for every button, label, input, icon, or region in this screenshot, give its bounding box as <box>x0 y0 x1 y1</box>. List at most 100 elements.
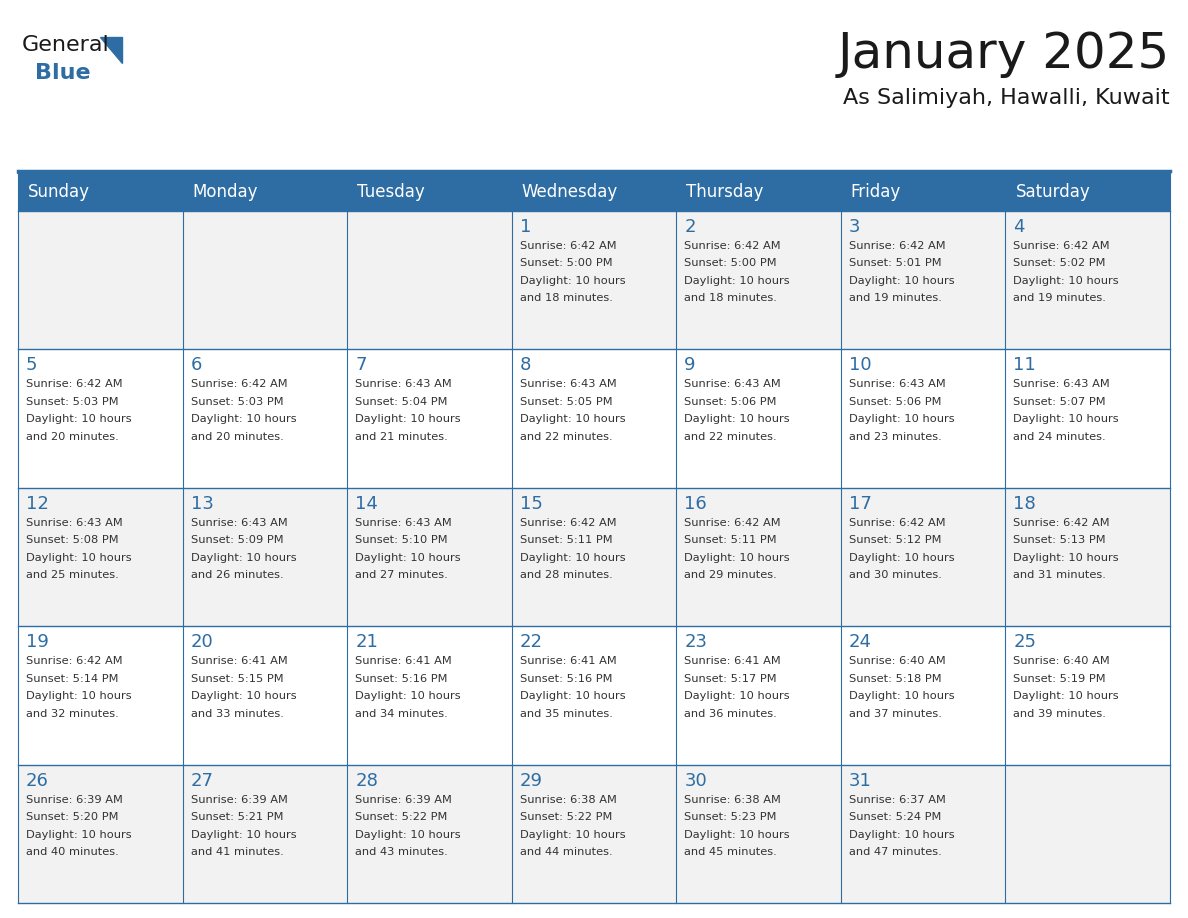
Bar <box>1005 211 1170 350</box>
Text: Sunset: 5:15 PM: Sunset: 5:15 PM <box>190 674 283 684</box>
Text: Daylight: 10 hours: Daylight: 10 hours <box>355 830 461 840</box>
Text: Sunset: 5:20 PM: Sunset: 5:20 PM <box>26 812 119 823</box>
Text: and 19 minutes.: and 19 minutes. <box>1013 294 1106 304</box>
Bar <box>347 626 512 765</box>
Text: and 39 minutes.: and 39 minutes. <box>1013 709 1106 719</box>
Text: Sunset: 5:14 PM: Sunset: 5:14 PM <box>26 674 119 684</box>
Text: Monday: Monday <box>192 183 258 201</box>
Text: Sunrise: 6:42 AM: Sunrise: 6:42 AM <box>849 518 946 528</box>
Text: Sunset: 5:03 PM: Sunset: 5:03 PM <box>190 397 283 407</box>
Text: Sunset: 5:13 PM: Sunset: 5:13 PM <box>1013 535 1106 545</box>
Text: Sunset: 5:16 PM: Sunset: 5:16 PM <box>355 674 448 684</box>
Text: Daylight: 10 hours: Daylight: 10 hours <box>684 276 790 286</box>
Bar <box>512 350 676 487</box>
Text: 26: 26 <box>26 772 49 789</box>
Text: Sunrise: 6:42 AM: Sunrise: 6:42 AM <box>1013 241 1110 251</box>
Bar <box>183 350 347 487</box>
Text: Sunset: 5:22 PM: Sunset: 5:22 PM <box>355 812 448 823</box>
Text: Daylight: 10 hours: Daylight: 10 hours <box>519 414 625 424</box>
Text: Daylight: 10 hours: Daylight: 10 hours <box>26 830 132 840</box>
Text: Sunrise: 6:41 AM: Sunrise: 6:41 AM <box>190 656 287 666</box>
Text: and 23 minutes.: and 23 minutes. <box>849 431 942 442</box>
Bar <box>1005 350 1170 487</box>
Text: 11: 11 <box>1013 356 1036 375</box>
Text: Daylight: 10 hours: Daylight: 10 hours <box>519 553 625 563</box>
Text: Daylight: 10 hours: Daylight: 10 hours <box>190 553 296 563</box>
Text: Daylight: 10 hours: Daylight: 10 hours <box>26 691 132 701</box>
Text: 20: 20 <box>190 633 214 651</box>
Text: and 19 minutes.: and 19 minutes. <box>849 294 942 304</box>
Text: Sunrise: 6:39 AM: Sunrise: 6:39 AM <box>190 795 287 804</box>
Bar <box>18 173 1170 211</box>
Text: Sunday: Sunday <box>29 183 90 201</box>
Text: Sunset: 5:23 PM: Sunset: 5:23 PM <box>684 812 777 823</box>
Text: and 26 minutes.: and 26 minutes. <box>190 570 283 580</box>
Text: Sunset: 5:12 PM: Sunset: 5:12 PM <box>849 535 941 545</box>
Text: 31: 31 <box>849 772 872 789</box>
Bar <box>347 211 512 350</box>
Bar <box>841 487 1005 626</box>
Text: 22: 22 <box>519 633 543 651</box>
Text: Sunset: 5:01 PM: Sunset: 5:01 PM <box>849 259 941 268</box>
Text: Daylight: 10 hours: Daylight: 10 hours <box>355 553 461 563</box>
Text: Daylight: 10 hours: Daylight: 10 hours <box>849 553 954 563</box>
Text: Sunset: 5:08 PM: Sunset: 5:08 PM <box>26 535 119 545</box>
Text: Daylight: 10 hours: Daylight: 10 hours <box>190 830 296 840</box>
Text: and 18 minutes.: and 18 minutes. <box>519 294 613 304</box>
Text: 28: 28 <box>355 772 378 789</box>
Text: Daylight: 10 hours: Daylight: 10 hours <box>1013 276 1119 286</box>
Text: 18: 18 <box>1013 495 1036 513</box>
Text: Sunset: 5:17 PM: Sunset: 5:17 PM <box>684 674 777 684</box>
Text: and 27 minutes.: and 27 minutes. <box>355 570 448 580</box>
Text: and 20 minutes.: and 20 minutes. <box>26 431 119 442</box>
Bar <box>18 350 183 487</box>
Text: Sunrise: 6:38 AM: Sunrise: 6:38 AM <box>684 795 782 804</box>
Bar <box>512 487 676 626</box>
Text: Daylight: 10 hours: Daylight: 10 hours <box>26 553 132 563</box>
Bar <box>676 765 841 903</box>
Text: Sunrise: 6:42 AM: Sunrise: 6:42 AM <box>519 518 617 528</box>
Text: Sunset: 5:18 PM: Sunset: 5:18 PM <box>849 674 941 684</box>
Text: Daylight: 10 hours: Daylight: 10 hours <box>190 691 296 701</box>
Text: Sunset: 5:06 PM: Sunset: 5:06 PM <box>849 397 941 407</box>
Text: January 2025: January 2025 <box>838 30 1170 78</box>
Text: and 41 minutes.: and 41 minutes. <box>190 847 283 857</box>
Text: Sunset: 5:19 PM: Sunset: 5:19 PM <box>1013 674 1106 684</box>
Text: and 43 minutes.: and 43 minutes. <box>355 847 448 857</box>
Text: 27: 27 <box>190 772 214 789</box>
Bar <box>841 211 1005 350</box>
Bar <box>1005 487 1170 626</box>
Text: Sunset: 5:00 PM: Sunset: 5:00 PM <box>519 259 612 268</box>
Bar <box>18 211 183 350</box>
Bar <box>347 350 512 487</box>
Text: Sunset: 5:21 PM: Sunset: 5:21 PM <box>190 812 283 823</box>
Text: 9: 9 <box>684 356 696 375</box>
Text: 19: 19 <box>26 633 49 651</box>
Text: Daylight: 10 hours: Daylight: 10 hours <box>355 414 461 424</box>
Text: 30: 30 <box>684 772 707 789</box>
Text: Sunset: 5:04 PM: Sunset: 5:04 PM <box>355 397 448 407</box>
Text: Daylight: 10 hours: Daylight: 10 hours <box>519 830 625 840</box>
Text: Sunrise: 6:42 AM: Sunrise: 6:42 AM <box>684 241 781 251</box>
Text: Sunset: 5:03 PM: Sunset: 5:03 PM <box>26 397 119 407</box>
Text: Daylight: 10 hours: Daylight: 10 hours <box>684 830 790 840</box>
Text: Daylight: 10 hours: Daylight: 10 hours <box>684 553 790 563</box>
Text: Sunrise: 6:43 AM: Sunrise: 6:43 AM <box>190 518 287 528</box>
Text: 4: 4 <box>1013 218 1025 236</box>
Text: 15: 15 <box>519 495 543 513</box>
Text: and 45 minutes.: and 45 minutes. <box>684 847 777 857</box>
Text: Sunrise: 6:43 AM: Sunrise: 6:43 AM <box>519 379 617 389</box>
Bar <box>1005 626 1170 765</box>
Text: Sunset: 5:11 PM: Sunset: 5:11 PM <box>684 535 777 545</box>
Bar <box>18 626 183 765</box>
Text: Sunrise: 6:43 AM: Sunrise: 6:43 AM <box>684 379 781 389</box>
Text: Sunrise: 6:43 AM: Sunrise: 6:43 AM <box>1013 379 1110 389</box>
Text: and 20 minutes.: and 20 minutes. <box>190 431 283 442</box>
Text: Blue: Blue <box>34 63 90 83</box>
Text: Daylight: 10 hours: Daylight: 10 hours <box>849 691 954 701</box>
Text: Sunrise: 6:42 AM: Sunrise: 6:42 AM <box>684 518 781 528</box>
Text: and 35 minutes.: and 35 minutes. <box>519 709 613 719</box>
Text: Sunrise: 6:39 AM: Sunrise: 6:39 AM <box>26 795 122 804</box>
Text: Sunset: 5:06 PM: Sunset: 5:06 PM <box>684 397 777 407</box>
Text: Sunset: 5:16 PM: Sunset: 5:16 PM <box>519 674 612 684</box>
